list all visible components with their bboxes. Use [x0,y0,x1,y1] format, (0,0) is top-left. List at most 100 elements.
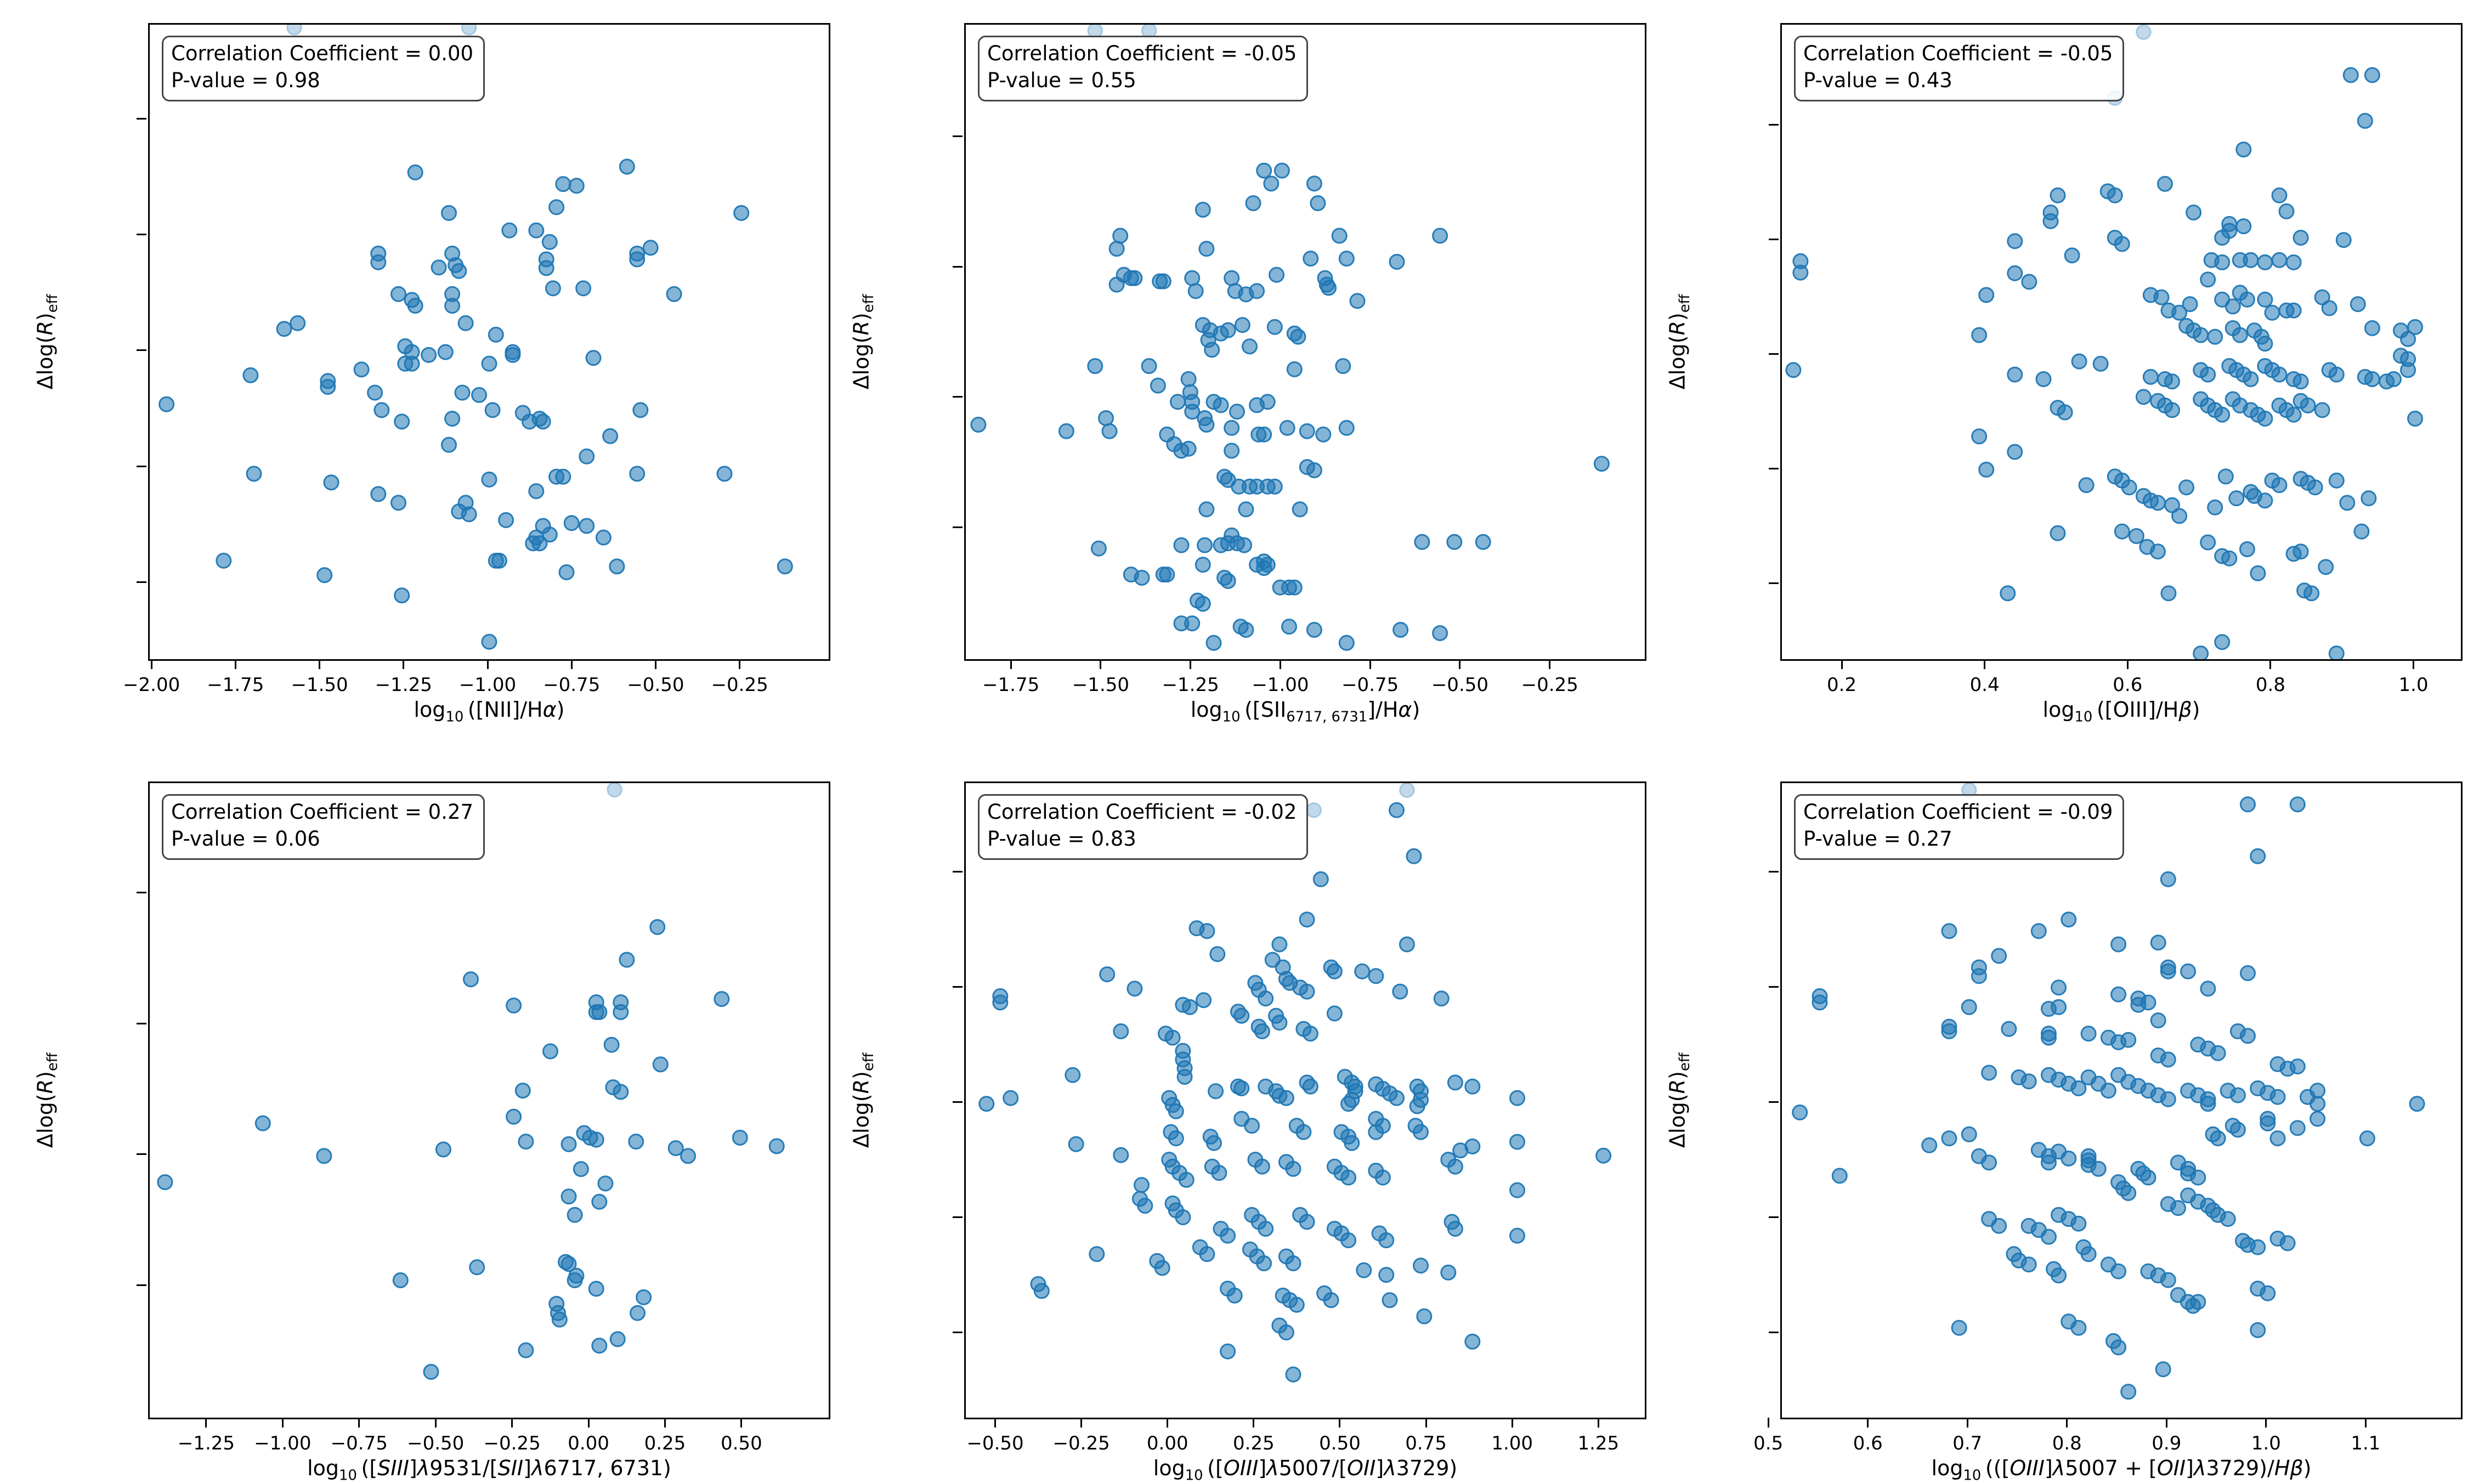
scatter-point [1113,1147,1129,1163]
x-tick-label: 0.4 [1969,674,2000,696]
scatter-point [2078,477,2095,494]
scatter-point [1204,342,1220,358]
scatter-point [1033,1283,1050,1299]
scatter-point [1180,440,1197,457]
scatter-point [1195,596,1211,612]
scatter-point [1315,426,1332,443]
scatter-point [585,350,602,366]
x-tick-label: 0.9 [2152,1432,2182,1454]
scatter-point [2386,371,2402,387]
x-tick-mark [150,659,152,669]
scatter-point [1399,936,1415,953]
scatter-point [1256,426,1272,443]
x-tick-label: 1.00 [1491,1432,1533,1454]
x-tick-mark [1190,659,1192,669]
x-tick-label: 0.6 [1853,1432,1883,1454]
scatter-point [2210,1130,2226,1147]
scatter-point [2041,1154,2057,1171]
stats-annotation: Correlation Coefficient = 0.27 P-value =… [162,794,485,860]
x-axis-label: log10 (([OIII]λ5007 + [OII]λ3729)/Hβ) [1931,1456,2312,1484]
scatter-point [542,1043,558,1060]
scatter-point [1184,615,1201,632]
scatter-point [2000,585,2016,602]
scatter-point [2020,1256,2037,1273]
scatter-point [1299,423,1315,439]
scatter-point [2042,213,2059,229]
scatter-point [545,280,561,297]
x-tick-label: 0.8 [2255,674,2285,696]
scatter-point [2250,1239,2266,1255]
scatter-point [1208,1083,1224,1100]
scatter-point [2200,1096,2216,1112]
scatter-point [1003,1090,1019,1106]
scatter-point [588,1004,604,1020]
scatter-point [1236,537,1253,553]
scatter-point [1137,1198,1153,1214]
scatter-point [316,567,333,584]
y-tick-mark [137,892,146,894]
y-tick-mark [1769,353,1779,355]
scatter-point [2100,1083,2116,1099]
scatter-point [2361,490,2377,507]
scatter-point [481,355,497,372]
scatter-point [1447,1158,1463,1175]
scatter-point [1509,1227,1525,1244]
scatter-point [323,474,339,491]
scatter-point [2243,371,2259,387]
scatter-point [1229,404,1245,420]
scatter-point [2030,923,2047,939]
scatter-point [649,919,666,935]
scatter-point [619,158,635,175]
scatter-point [1509,1090,1525,1106]
x-tick-label: 0.50 [1319,1432,1361,1454]
scatter-point [548,199,565,216]
pvalue-text: P-value = 0.43 [1803,68,1952,92]
scatter-point [2142,369,2159,385]
scatter-point [1220,1227,1236,1244]
scatter-point [454,384,471,401]
x-tick-mark [1984,659,1986,669]
scatter-point [290,315,306,331]
scatter-point [1209,946,1226,962]
scatter-point [2150,1012,2166,1029]
scatter-point [1286,579,1303,596]
scatter-point [591,1193,608,1210]
scatter-point [1184,270,1201,286]
scatter-point [518,1342,534,1358]
scatter-point [2120,1185,2137,1201]
x-tick-mark [664,1418,666,1428]
correlation-text: Correlation Coefficient = -0.05 [987,42,1297,65]
scatter-point [2050,187,2066,203]
y-tick-mark [137,1022,146,1024]
scatter-point [1414,534,1430,550]
scatter-point [491,552,507,569]
scatter-point [2160,871,2176,887]
scatter-point [1812,994,1828,1011]
scatter-point [1991,948,2007,964]
scatter-point [1433,990,1450,1007]
scatter-point [1178,1171,1195,1188]
x-tick-label: −1.25 [1162,674,1219,696]
scatter-point [2269,1089,2286,1105]
scatter-point [2335,232,2352,248]
x-tick-mark [2265,1418,2267,1428]
scatter-point [1792,1104,1808,1120]
scatter-point [1278,1324,1294,1341]
scatter-point [1263,175,1280,192]
scatter-point [481,633,497,650]
x-tick-mark [1511,1418,1513,1428]
scatter-point [1368,1124,1384,1140]
scatter-point [394,587,410,604]
scatter-point [2278,203,2295,219]
scatter-point [390,286,406,302]
scatter-point [2064,247,2080,264]
x-tick-mark [1841,659,1843,669]
x-tick-label: 0.7 [1952,1432,1983,1454]
scatter-point [2007,444,2023,460]
scatter-point [561,1188,577,1205]
x-tick-label: 1.1 [2351,1432,2381,1454]
y-tick-mark [137,465,146,467]
scatter-point [558,564,575,580]
scatter-point [1941,923,1957,939]
scatter-point [461,25,477,36]
